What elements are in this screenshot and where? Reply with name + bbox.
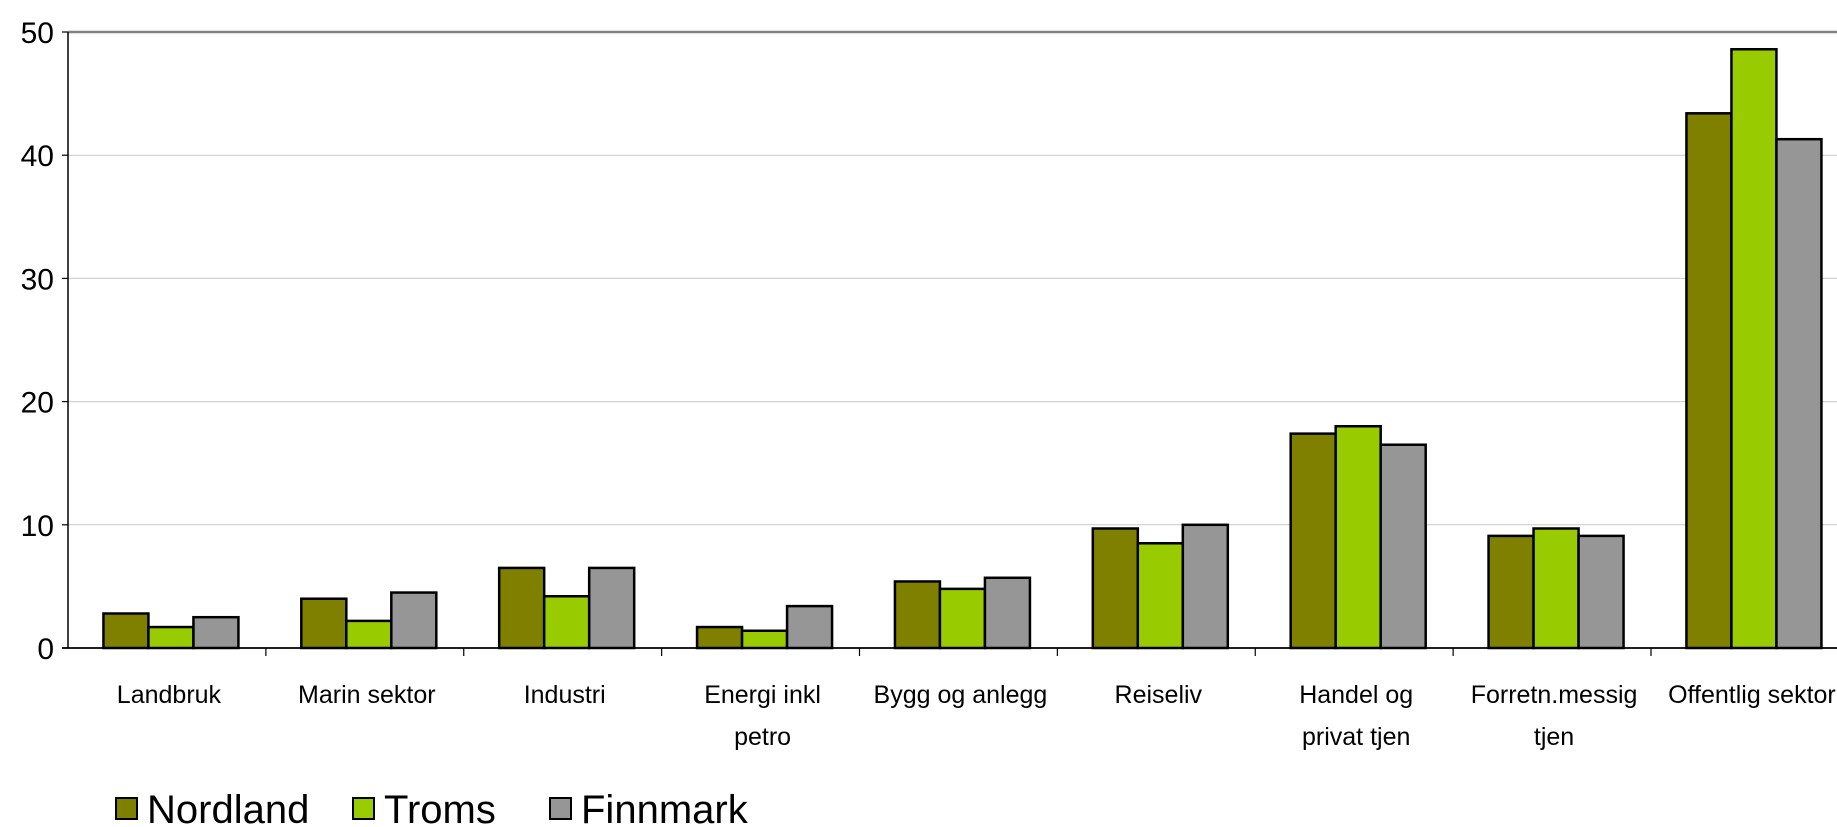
- bar-troms: [1730, 47, 1778, 650]
- x-category-label: Industri: [524, 681, 606, 709]
- axes: [62, 31, 1837, 656]
- bar-nordland: [893, 580, 942, 650]
- bar-troms: [542, 595, 591, 650]
- bar-finnmark: [1577, 534, 1625, 650]
- bar-nordland: [1487, 534, 1535, 650]
- bar-finnmark: [1379, 443, 1427, 650]
- x-category-label: tjen: [1534, 723, 1574, 751]
- legend-swatch-finnmark: [549, 797, 572, 820]
- bar-finnmark: [983, 576, 1032, 650]
- bar-finnmark: [390, 591, 438, 650]
- y-tick-label: 40: [21, 140, 54, 173]
- x-category-label: Bygg og anlegg: [874, 681, 1048, 709]
- bar-nordland: [1091, 527, 1140, 650]
- legend: Nordland Troms Finnmark: [115, 788, 749, 827]
- legend-label-finnmark: Finnmark: [581, 788, 749, 827]
- bar-nordland: [300, 597, 348, 650]
- x-category-label: petro: [734, 723, 791, 751]
- bar-troms: [345, 619, 393, 650]
- bar-finnmark: [785, 604, 834, 650]
- y-tick-label: 20: [21, 387, 54, 420]
- legend-swatch-nordland: [115, 797, 138, 820]
- bar-troms: [1334, 424, 1382, 650]
- x-category-label: Energi inkl: [704, 681, 821, 709]
- bar-finnmark: [1181, 523, 1230, 650]
- bar-nordland: [1685, 112, 1733, 650]
- y-tick-label: 50: [21, 17, 54, 50]
- x-category-label: Marin sektor: [298, 681, 436, 709]
- x-category-label: Offentlig sektor: [1668, 681, 1836, 709]
- bar-troms: [740, 629, 789, 650]
- bar-troms: [147, 625, 195, 650]
- y-tick-label: 10: [21, 510, 54, 543]
- bar-troms: [938, 587, 987, 650]
- y-tick-label: 30: [21, 263, 54, 296]
- y-tick-labels: 0 10 20 30 40 50: [21, 17, 54, 666]
- x-category-label: Forretn.messig: [1471, 681, 1638, 709]
- legend-label-nordland: Nordland: [147, 788, 309, 827]
- legend-swatch-troms: [352, 797, 375, 820]
- x-category-label: Handel og: [1299, 681, 1413, 709]
- bar-nordland: [497, 566, 546, 650]
- bar-troms: [1532, 527, 1580, 650]
- x-category-label: Landbruk: [117, 681, 222, 709]
- bar-finnmark: [587, 566, 636, 650]
- bar-troms: [1136, 542, 1185, 650]
- grid-lines: [68, 30, 1837, 526]
- bar-finnmark: [192, 615, 240, 650]
- bar-nordland: [695, 625, 744, 650]
- x-category-labels: Landbruk Marin sektor Industri Energi inkl p…: [117, 681, 1836, 751]
- bar-nordland: [102, 612, 150, 650]
- x-category-label: privat tjen: [1302, 723, 1410, 751]
- bars: [102, 47, 1823, 650]
- bar-nordland: [1289, 432, 1337, 650]
- y-tick-label: 0: [37, 633, 54, 666]
- x-category-label: Reiseliv: [1115, 681, 1203, 709]
- bar-finnmark: [1775, 137, 1823, 650]
- legend-label-troms: Troms: [384, 788, 496, 827]
